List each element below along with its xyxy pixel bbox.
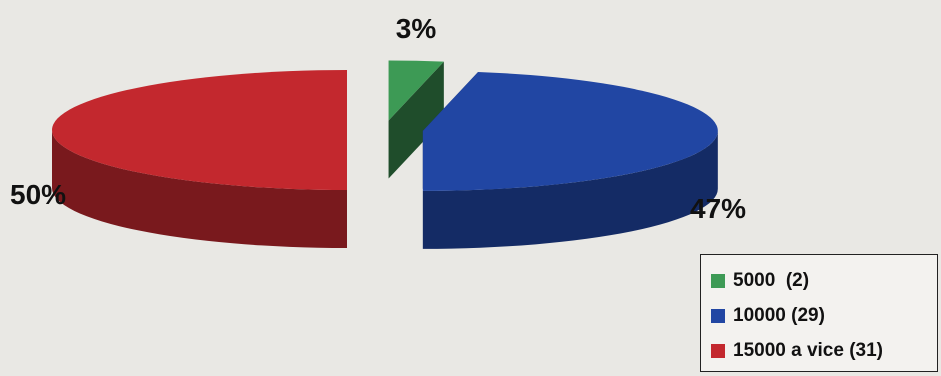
slice-2-top (52, 70, 347, 190)
legend-label: 15000 a vice (31) (733, 339, 884, 361)
slice-0-top (388, 60, 444, 121)
slice-2-side-0 (52, 130, 347, 248)
legend-item-10000: 10000 (29) (711, 298, 937, 333)
legend-item-5000: 5000 (2) (711, 263, 937, 298)
slice-1-side-0 (422, 130, 718, 249)
chart-legend: 5000 (2) 10000 (29) 15000 a vice (31) (700, 254, 938, 372)
legend-label: 10000 (29) (733, 304, 825, 326)
data-label-1: 47% (690, 193, 746, 224)
data-label-2: 50% (10, 179, 66, 210)
legend-swatch-green (711, 273, 725, 288)
legend-item-15000: 15000 a vice (31) (711, 333, 937, 368)
legend-swatch-red (711, 343, 725, 358)
slice-1-top (422, 71, 718, 191)
legend-swatch-blue (711, 308, 725, 323)
pie-tops (52, 60, 718, 191)
slice-0-wall-1 (388, 61, 444, 179)
legend-label: 5000 (2) (733, 269, 810, 291)
data-label-0: 3% (396, 13, 437, 44)
